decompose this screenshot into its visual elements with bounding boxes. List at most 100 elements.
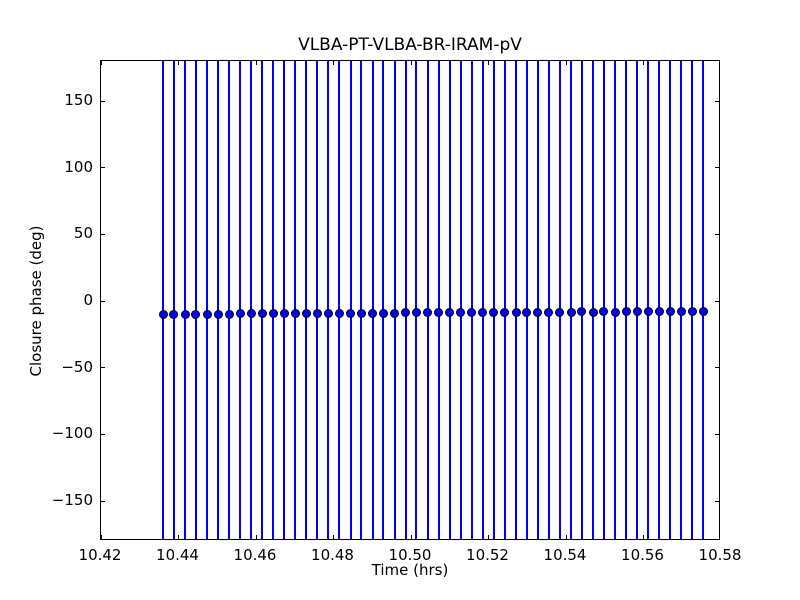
- y-tick-label: 150: [64, 91, 93, 109]
- error-bar: [437, 61, 440, 539]
- chart-title: VLBA-PT-VLBA-BR-IRAM-pV: [298, 35, 522, 55]
- data-point-marker: [279, 309, 289, 319]
- data-point-marker: [599, 307, 609, 317]
- data-point-marker: [643, 307, 653, 317]
- y-tick-mark: [101, 100, 105, 102]
- error-bar: [459, 61, 462, 539]
- error-bar: [206, 61, 209, 539]
- x-tick-label: 10.52: [466, 546, 509, 564]
- error-bar: [360, 61, 363, 539]
- data-point-marker: [621, 307, 631, 317]
- error-bar: [404, 61, 407, 539]
- x-tick-mark: [333, 535, 334, 539]
- data-point-marker: [456, 308, 466, 318]
- x-tick-label: 10.56: [621, 546, 664, 564]
- data-point-marker: [290, 309, 300, 319]
- error-bar: [614, 61, 617, 539]
- error-bar: [426, 61, 429, 539]
- plot-area: [100, 60, 720, 540]
- data-point-marker: [202, 309, 212, 319]
- data-point-marker: [577, 307, 587, 317]
- data-point-marker: [445, 308, 455, 318]
- x-tick-mark: [410, 61, 412, 65]
- data-point-marker: [334, 309, 344, 318]
- y-tick-mark: [715, 500, 719, 502]
- data-point-marker: [257, 309, 267, 319]
- data-point-marker: [654, 307, 664, 317]
- y-tick-mark: [101, 300, 105, 302]
- error-bar: [382, 61, 385, 539]
- data-point-marker: [158, 309, 168, 319]
- error-bar: [250, 61, 253, 539]
- y-tick-mark: [101, 433, 105, 435]
- x-tick-label: 10.44: [156, 546, 199, 564]
- data-point-marker: [698, 306, 708, 316]
- data-point-marker: [632, 307, 642, 317]
- x-tick-mark: [488, 61, 489, 65]
- x-tick-mark: [101, 61, 102, 65]
- x-tick-label: 10.42: [78, 546, 122, 564]
- y-tick-mark: [101, 367, 105, 369]
- data-point-marker: [588, 307, 598, 317]
- error-bar: [536, 61, 539, 539]
- data-point-marker: [191, 309, 201, 319]
- error-bar: [162, 61, 164, 539]
- data-point-marker: [224, 309, 234, 319]
- data-point-marker: [169, 309, 179, 319]
- data-point-marker: [533, 307, 543, 317]
- data-point-marker: [246, 309, 256, 319]
- x-tick-label: 10.54: [543, 546, 587, 564]
- error-bar: [261, 61, 264, 539]
- error-bar: [294, 61, 297, 539]
- error-bar: [415, 61, 418, 539]
- data-point-marker: [213, 309, 223, 319]
- x-axis-label: Time (hrs): [371, 561, 449, 579]
- error-bar: [570, 61, 573, 539]
- data-point-marker: [356, 308, 366, 318]
- y-tick-mark: [101, 233, 105, 235]
- x-tick-label: 10.50: [388, 546, 432, 564]
- data-point-marker: [687, 306, 697, 316]
- error-bar: [194, 61, 197, 539]
- x-tick-label: 10.48: [311, 546, 354, 564]
- x-tick-mark: [565, 61, 567, 65]
- error-bar: [448, 61, 451, 539]
- y-tick-label: 0: [83, 291, 93, 309]
- y-tick-label: 50: [73, 224, 93, 243]
- x-tick-mark: [565, 535, 567, 539]
- data-point-marker: [235, 309, 245, 319]
- data-point-marker: [378, 308, 388, 318]
- error-bar: [184, 61, 187, 539]
- error-bar: [349, 61, 352, 539]
- x-tick-mark: [333, 61, 334, 65]
- data-point-marker: [467, 308, 477, 318]
- y-tick-mark: [715, 233, 719, 235]
- data-point-marker: [522, 307, 532, 317]
- data-point-marker: [312, 309, 322, 319]
- error-bar: [636, 61, 639, 539]
- data-point-marker: [544, 307, 554, 317]
- data-point-marker: [489, 308, 499, 318]
- data-point-marker: [411, 308, 421, 318]
- data-point-marker: [665, 307, 675, 317]
- x-tick-label: 10.58: [698, 546, 742, 564]
- error-bar: [558, 61, 561, 539]
- x-tick-mark: [255, 535, 257, 539]
- x-tick-mark: [643, 535, 644, 539]
- y-tick-label: −100: [51, 424, 93, 443]
- error-bar: [305, 61, 308, 539]
- data-point-marker: [478, 308, 488, 318]
- data-point-marker: [423, 308, 433, 318]
- error-bar: [272, 61, 275, 539]
- error-bar: [327, 61, 330, 539]
- error-bar: [580, 61, 583, 539]
- x-tick-mark: [178, 535, 179, 539]
- error-bar: [338, 61, 341, 539]
- error-bar: [217, 61, 220, 539]
- data-point-marker: [555, 307, 565, 317]
- y-tick-mark: [715, 367, 719, 369]
- error-bar: [470, 61, 473, 539]
- y-tick-mark: [715, 167, 719, 169]
- error-bar: [625, 61, 628, 539]
- x-tick-mark: [178, 61, 179, 65]
